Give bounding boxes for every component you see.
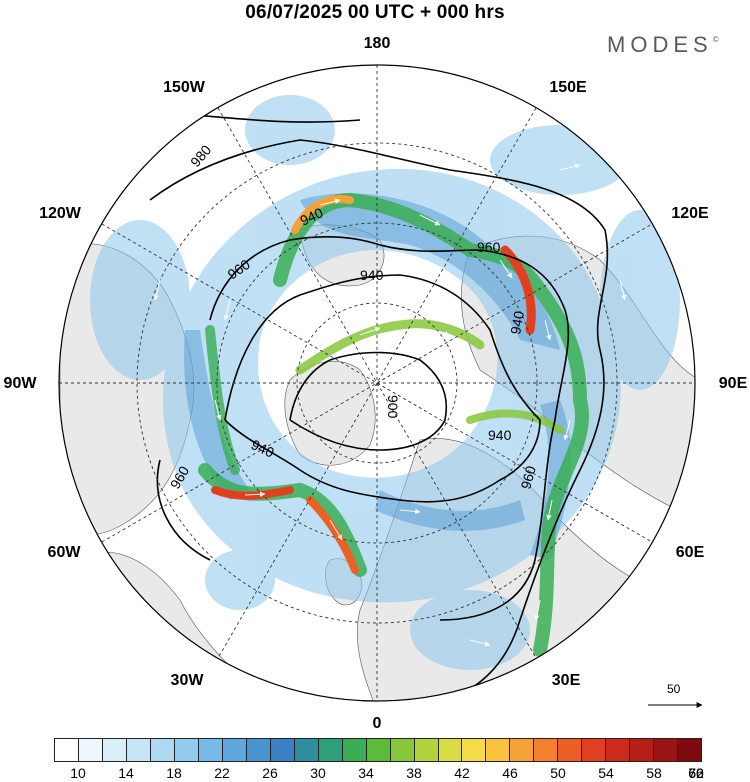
lon-label-60e: 60E (675, 544, 705, 561)
colorbar-cell (55, 739, 79, 761)
lon-label-180: 180 (363, 35, 391, 52)
colorbar-cell (246, 739, 271, 761)
colorbar-tick-label: 46 (502, 765, 518, 781)
colorbar-cell (510, 739, 535, 761)
wind-scale-label: 50 (667, 682, 681, 696)
colorbar-cell (486, 739, 511, 761)
colorbar-tick-label: 14 (118, 765, 134, 781)
colorbar-cell (174, 739, 199, 761)
lon-label-120w: 120W (39, 205, 81, 222)
lon-label-150w: 150W (163, 79, 205, 96)
colorbar-cell (294, 739, 319, 761)
colorbar-cell (342, 739, 367, 761)
map-title: 06/07/2025 00 UTC + 000 hrs (245, 2, 505, 23)
colorbar-tick-label: 42 (454, 765, 470, 781)
contour-label: 940 (360, 267, 384, 283)
colorbar-tick-label: 26 (262, 765, 278, 781)
contour-label: 940 (507, 310, 527, 336)
colorbar-labels: 10 14 18 22 26 30 34 38 42 46 50 54 58 62 66 70 (54, 765, 704, 781)
colorbar-cell (198, 739, 223, 761)
lon-label-150e: 150E (549, 79, 587, 96)
colorbar-tick-label: 58 (646, 765, 662, 781)
contour-label: 960 (477, 239, 501, 255)
colorbar-tick-label: 38 (406, 765, 422, 781)
colorbar-tick-label: 10 (70, 765, 86, 781)
colorbar-cell (582, 739, 607, 761)
colorbar-tick-label: 50 (550, 765, 566, 781)
graticule (59, 65, 695, 701)
lon-label-60w: 60W (47, 544, 81, 561)
colorbar-tick-label: 22 (214, 765, 230, 781)
colorbar-tick-label: 66 (688, 765, 704, 781)
lon-label-90e: 90E (718, 375, 748, 392)
map-border (58, 64, 696, 702)
lon-label-30w: 30W (170, 672, 204, 689)
brand-logo: MODES© (607, 32, 719, 57)
colorbar (54, 738, 702, 762)
colorbar-cell (534, 739, 559, 761)
lon-label-30e: 30E (551, 672, 581, 689)
contour-label: 960 (517, 464, 539, 491)
colorbar-tick-label: 18 (166, 765, 182, 781)
colorbar-cell (270, 739, 295, 761)
lon-label-0: 0 (372, 715, 382, 732)
colorbar-cell (462, 739, 487, 761)
colorbar-cell (678, 739, 702, 761)
colorbar-cell (654, 739, 679, 761)
colorbar-cell (438, 739, 463, 761)
colorbar-tick-label: 62 (688, 765, 704, 781)
colorbar-cell (78, 739, 103, 761)
wind-vectors (153, 163, 627, 647)
wind-speed-field-mid (184, 193, 571, 560)
contour-label: 940 (488, 427, 512, 443)
colorbar-cell (318, 739, 343, 761)
colorbar-cell (102, 739, 127, 761)
contour-label: 900 (385, 395, 401, 419)
colorbar-cell (606, 739, 631, 761)
colorbar-cell (150, 739, 175, 761)
colorbar-cell (126, 739, 151, 761)
colorbar-tick-label: 30 (310, 765, 326, 781)
colorbar-tick-label: 34 (358, 765, 374, 781)
colorbar-cell (222, 739, 247, 761)
colorbar-cell (558, 739, 583, 761)
colorbar-tick-label: 54 (598, 765, 614, 781)
lon-label-120e: 120E (671, 205, 709, 222)
colorbar-cell (414, 739, 439, 761)
colorbar-cell (630, 739, 655, 761)
lon-label-90w: 90W (3, 375, 37, 392)
colorbar-cell (366, 739, 391, 761)
colorbar-tick-label: 70 (688, 765, 704, 781)
colorbar-cell (390, 739, 415, 761)
